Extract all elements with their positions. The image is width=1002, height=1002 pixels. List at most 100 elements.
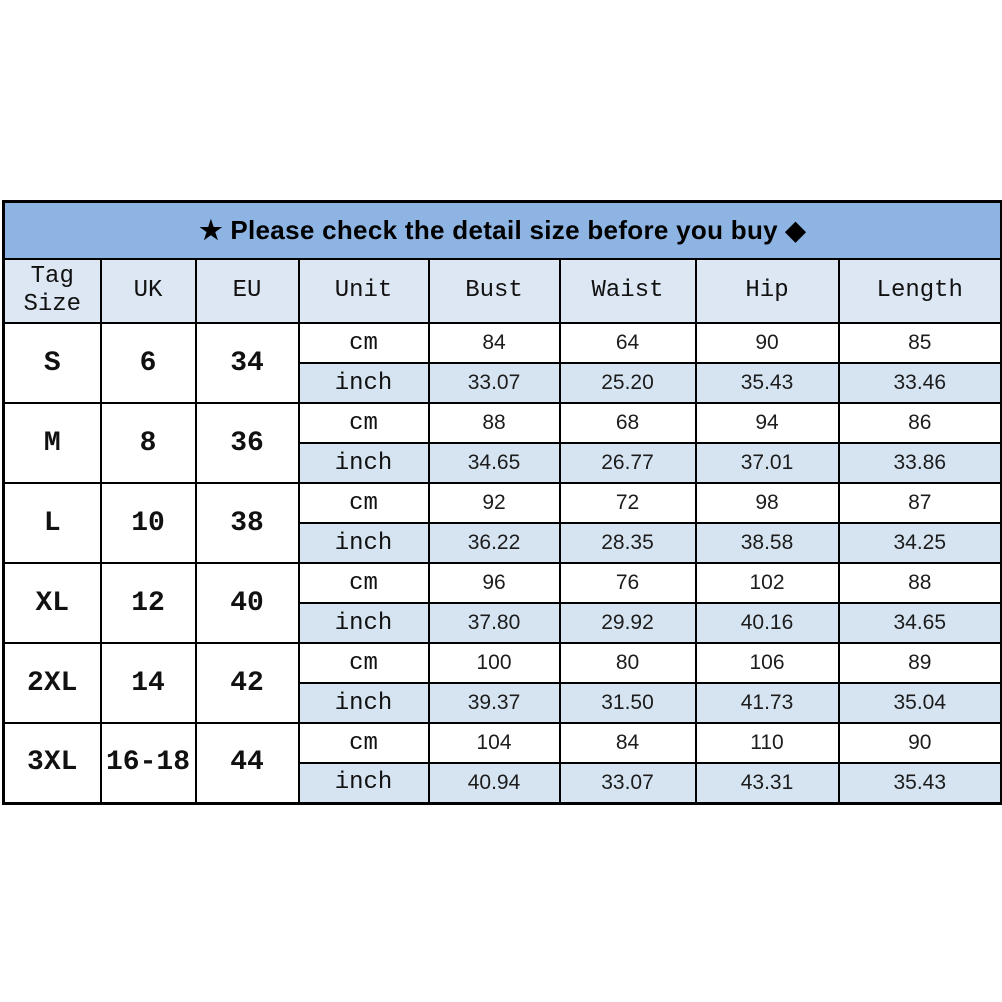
hip-inch-value: 37.01 (694, 442, 840, 484)
tag-size-cell: M (2, 402, 102, 484)
unit-cm-label: cm (297, 722, 430, 764)
unit-cm-label: cm (297, 562, 430, 604)
unit-inch-label: inch (297, 762, 430, 804)
unit-cm-label: cm (297, 642, 430, 684)
banner-text: ★ Please check the detail size before yo… (2, 200, 1002, 260)
col-header-uk: UK (99, 258, 197, 324)
unit-cm-label: cm (297, 322, 430, 364)
unit-inch-label: inch (297, 442, 430, 484)
hip-inch-value: 43.31 (694, 762, 840, 804)
length-inch-value: 35.04 (837, 682, 1002, 724)
eu-size-cell: 34 (194, 322, 300, 404)
bust-cm-value: 92 (427, 482, 561, 524)
hip-inch-value: 38.58 (694, 522, 840, 564)
bust-cm-value: 88 (427, 402, 561, 444)
waist-inch-value: 33.07 (558, 762, 697, 804)
eu-size-cell: 40 (194, 562, 300, 644)
unit-inch-label: inch (297, 362, 430, 404)
table-row: inch 40.94 33.07 43.31 35.43 (4, 762, 1002, 804)
uk-size-cell: 6 (99, 322, 197, 404)
tag-size-cell: L (2, 482, 102, 564)
waist-inch-value: 25.20 (558, 362, 697, 404)
length-cm-value: 89 (837, 642, 1002, 684)
bust-cm-value: 84 (427, 322, 561, 364)
hip-cm-value: 98 (694, 482, 840, 524)
bust-inch-value: 34.65 (427, 442, 561, 484)
unit-inch-label: inch (297, 602, 430, 644)
hip-cm-value: 106 (694, 642, 840, 684)
bust-inch-value: 37.80 (427, 602, 561, 644)
hip-cm-value: 90 (694, 322, 840, 364)
unit-cm-label: cm (297, 402, 430, 444)
waist-inch-value: 29.92 (558, 602, 697, 644)
length-cm-value: 90 (837, 722, 1002, 764)
col-header-tag-size: Tag Size (2, 258, 102, 324)
uk-size-cell: 14 (99, 642, 197, 724)
bust-cm-value: 96 (427, 562, 561, 604)
col-header-length: Length (837, 258, 1002, 324)
eu-size-cell: 38 (194, 482, 300, 564)
waist-cm-value: 80 (558, 642, 697, 684)
tag-size-cell: 3XL (2, 722, 102, 804)
bust-inch-value: 40.94 (427, 762, 561, 804)
waist-cm-value: 68 (558, 402, 697, 444)
col-header-bust: Bust (427, 258, 561, 324)
table-row: L 10 38 cm 92 72 98 87 (2, 482, 1002, 564)
col-header-hip: Hip (694, 258, 840, 324)
eu-size-cell: 42 (194, 642, 300, 724)
bust-cm-value: 104 (427, 722, 561, 764)
table-row: M 8 36 cm 88 68 94 86 (2, 402, 1002, 484)
length-inch-value: 35.43 (837, 762, 1002, 804)
table-row: 3XL 16-18 44 cm 104 84 110 90 (2, 722, 1002, 804)
hip-inch-value: 35.43 (694, 362, 840, 404)
uk-size-cell: 10 (99, 482, 197, 564)
table-row: 2XL 14 42 cm 100 80 106 89 (2, 642, 1002, 724)
table-row: S 6 34 cm 84 64 90 85 (2, 322, 1002, 404)
length-inch-value: 33.46 (837, 362, 1002, 404)
unit-inch-label: inch (297, 682, 430, 724)
hip-inch-value: 41.73 (694, 682, 840, 724)
waist-cm-value: 76 (558, 562, 697, 604)
hip-cm-value: 94 (694, 402, 840, 444)
size-chart-table: ★ Please check the detail size before yo… (2, 200, 1002, 805)
table-row: inch 39.37 31.50 41.73 35.04 (4, 682, 1002, 724)
unit-cm-label: cm (297, 482, 430, 524)
length-inch-value: 33.86 (837, 442, 1002, 484)
length-inch-value: 34.65 (837, 602, 1002, 644)
waist-inch-value: 28.35 (558, 522, 697, 564)
length-cm-value: 87 (837, 482, 1002, 524)
uk-size-cell: 12 (99, 562, 197, 644)
bust-inch-value: 33.07 (427, 362, 561, 404)
tag-size-cell: S (2, 322, 102, 404)
hip-inch-value: 40.16 (694, 602, 840, 644)
table-row: inch 34.65 26.77 37.01 33.86 (4, 442, 1002, 484)
waist-inch-value: 26.77 (558, 442, 697, 484)
bust-inch-value: 39.37 (427, 682, 561, 724)
length-cm-value: 85 (837, 322, 1002, 364)
hip-cm-value: 102 (694, 562, 840, 604)
table-row: inch 36.22 28.35 38.58 34.25 (4, 522, 1002, 564)
col-header-eu: EU (194, 258, 300, 324)
hip-cm-value: 110 (694, 722, 840, 764)
waist-inch-value: 31.50 (558, 682, 697, 724)
uk-size-cell: 8 (99, 402, 197, 484)
waist-cm-value: 72 (558, 482, 697, 524)
waist-cm-value: 84 (558, 722, 697, 764)
table-row: inch 37.80 29.92 40.16 34.65 (4, 602, 1002, 644)
length-inch-value: 34.25 (837, 522, 1002, 564)
unit-inch-label: inch (297, 522, 430, 564)
length-cm-value: 88 (837, 562, 1002, 604)
header-row: Tag Size UK EU Unit Bust Waist Hip Lengt… (2, 258, 1002, 324)
length-cm-value: 86 (837, 402, 1002, 444)
tag-size-cell: 2XL (2, 642, 102, 724)
tag-size-cell: XL (2, 562, 102, 644)
eu-size-cell: 44 (194, 722, 300, 804)
eu-size-cell: 36 (194, 402, 300, 484)
uk-size-cell: 16-18 (99, 722, 197, 804)
col-header-waist: Waist (558, 258, 697, 324)
waist-cm-value: 64 (558, 322, 697, 364)
banner-row: ★ Please check the detail size before yo… (2, 200, 1002, 260)
col-header-unit: Unit (297, 258, 430, 324)
table-row: inch 33.07 25.20 35.43 33.46 (4, 362, 1002, 404)
